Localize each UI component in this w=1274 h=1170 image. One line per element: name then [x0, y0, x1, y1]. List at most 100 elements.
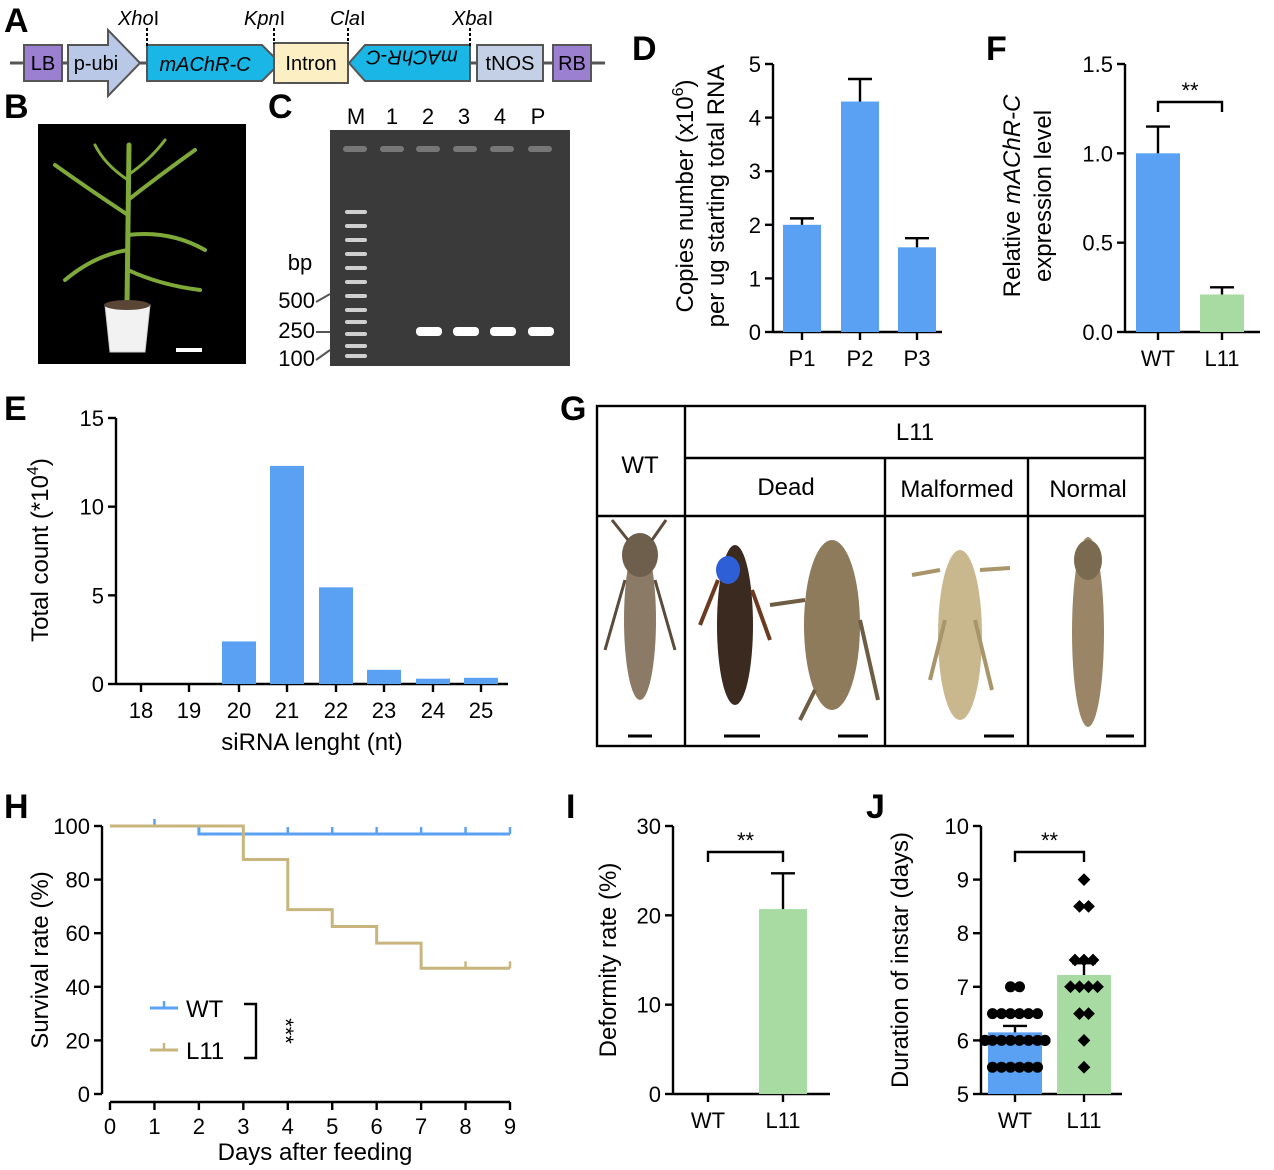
construct-promoter-arrow [67, 27, 142, 99]
y-tick-label: 5 [749, 52, 761, 77]
gel-lane-p: P [531, 104, 546, 129]
gel-ladder-band [345, 332, 367, 336]
significance-bracket [1013, 850, 1086, 862]
bar-24 [416, 678, 450, 684]
x-tick-label: 0 [104, 1114, 116, 1139]
y-axis-label-line2: expression level [1030, 110, 1057, 282]
panel-label-i: I [566, 788, 575, 826]
panel-c: C M 1 2 3 4 P bp 500 250 100 [268, 88, 570, 371]
data-point [1086, 953, 1100, 967]
construct-tnos-label: tNOS [486, 53, 535, 75]
y-tick-label: 10 [945, 814, 969, 839]
locust-dead-photo [698, 545, 772, 738]
y-tick-label: 40 [66, 975, 90, 1000]
significance-label: ** [1041, 828, 1059, 853]
construct-sense-arrow [146, 44, 282, 82]
bar-25 [464, 677, 498, 684]
bar-wt [1136, 153, 1180, 332]
construct-intron-label: Intron [285, 53, 336, 75]
x-tick-label: 25 [469, 698, 493, 723]
bar-20 [222, 641, 256, 684]
construct-intron [273, 42, 349, 84]
gel-ladder-band [345, 308, 367, 312]
gel-band-2 [416, 327, 442, 336]
gel-lane-2: 2 [422, 104, 434, 129]
x-tick-label: P3 [904, 346, 931, 371]
gel-ladder-band [345, 224, 367, 228]
data-point [1014, 1008, 1025, 1020]
x-tick-label: P1 [789, 346, 816, 371]
bar-l11 [759, 909, 807, 1094]
y-axis-label: Duration of instar (days) [887, 832, 914, 1088]
gel-ladder-band [345, 344, 367, 348]
x-tick-label: L11 [1204, 346, 1239, 371]
y-tick-label: 0 [92, 672, 104, 697]
x-tick-label: L11 [1066, 1108, 1101, 1133]
significance-label: ** [1181, 78, 1199, 103]
x-tick-label: WT [998, 1108, 1032, 1133]
y-axis-label: Survival rate (%) [27, 871, 54, 1048]
data-point [1077, 1060, 1091, 1074]
table-header-wt: WT [621, 452, 659, 479]
y-tick-label: 1.5 [1082, 52, 1113, 77]
gel-ladder-band [345, 266, 367, 270]
gel-unit: bp [288, 250, 312, 275]
y-tick-label: 8 [957, 921, 969, 946]
panel-label-g: G [560, 390, 586, 428]
data-point [1005, 1034, 1016, 1046]
data-point [996, 1061, 1007, 1073]
gel-lane-4: 4 [494, 104, 506, 129]
panel-label-e: E [4, 390, 27, 428]
gel-band-p [528, 327, 554, 336]
gel-lane-3: 3 [458, 104, 470, 129]
gel-ladder-band [345, 210, 367, 214]
gel-ladder-band [345, 354, 367, 358]
y-tick-label: 7 [957, 975, 969, 1000]
y-axis-label-line2: per ug starting total RNA [703, 65, 730, 328]
panel-label-h: H [4, 788, 29, 826]
data-point [996, 1008, 1007, 1020]
panel-a: A LB p-ubi mAChR-C Intron mAChR-C tNOS R… [4, 2, 605, 99]
construct-lb-label: LB [31, 53, 55, 75]
y-tick-label: 1.0 [1082, 141, 1113, 166]
data-point [1005, 1061, 1016, 1073]
panel-label-j: J [866, 788, 885, 826]
locust-wt-photo [603, 519, 677, 738]
y-tick-label: 5 [92, 583, 104, 608]
significance-label: ** [737, 828, 755, 853]
gel-lane-m: M [347, 104, 365, 129]
gel-ladder-band [345, 238, 367, 242]
site-clai: ClaI [330, 8, 366, 30]
data-point [1082, 900, 1095, 913]
y-tick-label: 6 [957, 1028, 969, 1053]
construct-rb [552, 44, 592, 82]
x-tick-label: WT [1141, 346, 1175, 371]
gel-ladder-band [345, 280, 367, 284]
x-tick-label: WT [691, 1108, 725, 1133]
x-tick-label: L11 [765, 1108, 800, 1133]
y-axis-label: Total count (*104) [25, 458, 54, 642]
gel-marker-500: 500 [278, 288, 315, 313]
construct-lb [23, 44, 63, 82]
y-tick-label: 20 [66, 1028, 90, 1053]
construct-antisense-arrow [347, 44, 471, 82]
panel-h: H 0 20 40 60 80 100 0 1 2 3 4 5 6 7 8 9 WT L11 *** Survival… [4, 788, 516, 1166]
bar-p3 [898, 247, 936, 332]
y-tick-label: 60 [66, 921, 90, 946]
site-xbai: XbaI [451, 8, 493, 30]
table-header-l11: L11 [896, 419, 934, 446]
panel-b: B [4, 88, 246, 364]
data-point [1039, 1034, 1051, 1046]
locust-normal-photo [1072, 537, 1134, 738]
y-tick-label: 10 [80, 495, 104, 520]
data-point [1032, 1008, 1043, 1020]
x-tick-label: 4 [282, 1114, 294, 1139]
panel-e: E 0 5 10 15 18 19 20 21 22 23 24 25 Total count (*10… [4, 390, 508, 756]
data-point [987, 1034, 998, 1046]
site-kpni: KpnI [244, 8, 285, 30]
gel-ladder-band [345, 320, 367, 324]
panel-j: J 5 6 7 8 9 10 WT L11 ** Duration of instar (days… [866, 788, 1122, 1133]
construct-pubi-label: p-ubi [74, 53, 118, 75]
x-tick-label: 7 [415, 1114, 427, 1139]
